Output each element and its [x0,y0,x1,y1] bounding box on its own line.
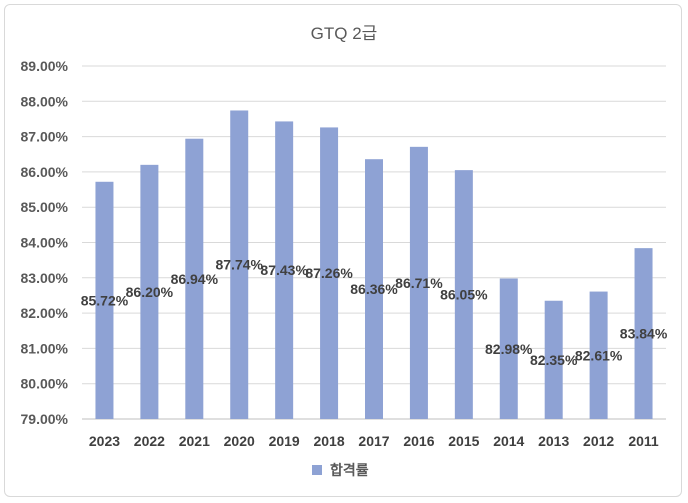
data-label: 87.26% [305,265,353,281]
y-tick-label: 88.00% [21,93,69,109]
data-label: 86.71% [395,275,443,291]
x-tick-label: 2023 [89,433,120,449]
x-axis-ticks: 2023 2022 2021 2020 2019 2018 2017 2016 2015 2014… [89,433,659,449]
x-tick-label: 2014 [493,433,524,449]
data-label: 82.61% [575,347,623,363]
data-label: 83.84% [620,326,668,342]
data-label: 87.43% [260,262,308,278]
y-tick-label: 86.00% [21,164,69,180]
data-label: 85.72% [81,292,129,308]
y-axis-ticks: 79.00% 80.00% 81.00% 82.00% 83.00% 84.00% 85.0… [21,58,69,427]
y-tick-label: 87.00% [21,129,69,145]
data-label: 82.98% [485,341,533,357]
bar-chart: GTQ 2급 79.00% 80.00% 81.00% 82.00% 83.00% 84.… [0,0,688,503]
bars [95,110,652,419]
x-tick-label: 2018 [313,433,344,449]
y-tick-label: 81.00% [21,340,69,356]
y-tick-label: 89.00% [21,58,69,74]
x-tick-label: 2020 [224,433,255,449]
y-tick-label: 82.00% [21,305,69,321]
x-tick-label: 2015 [448,433,479,449]
data-label: 86.36% [350,281,398,297]
legend: 합격률 [312,462,369,478]
y-tick-label: 85.00% [21,199,69,215]
x-tick-label: 2021 [179,433,210,449]
data-label: 86.20% [126,284,174,300]
x-tick-label: 2017 [358,433,389,449]
legend-label: 합격률 [330,462,369,478]
data-label: 82.35% [530,352,578,368]
chart-title: GTQ 2급 [311,24,378,43]
data-label: 87.74% [215,257,263,273]
x-tick-label: 2022 [134,433,165,449]
x-tick-label: 2011 [628,433,659,449]
data-label: 86.05% [440,287,488,303]
x-tick-label: 2019 [269,433,300,449]
x-tick-label: 2016 [403,433,434,449]
y-tick-label: 79.00% [21,411,69,427]
y-tick-label: 84.00% [21,235,69,251]
x-tick-label: 2012 [583,433,614,449]
y-tick-label: 80.00% [21,376,69,392]
y-tick-label: 83.00% [21,270,69,286]
data-label: 86.94% [171,271,219,287]
legend-swatch [312,465,322,475]
x-tick-label: 2013 [538,433,569,449]
